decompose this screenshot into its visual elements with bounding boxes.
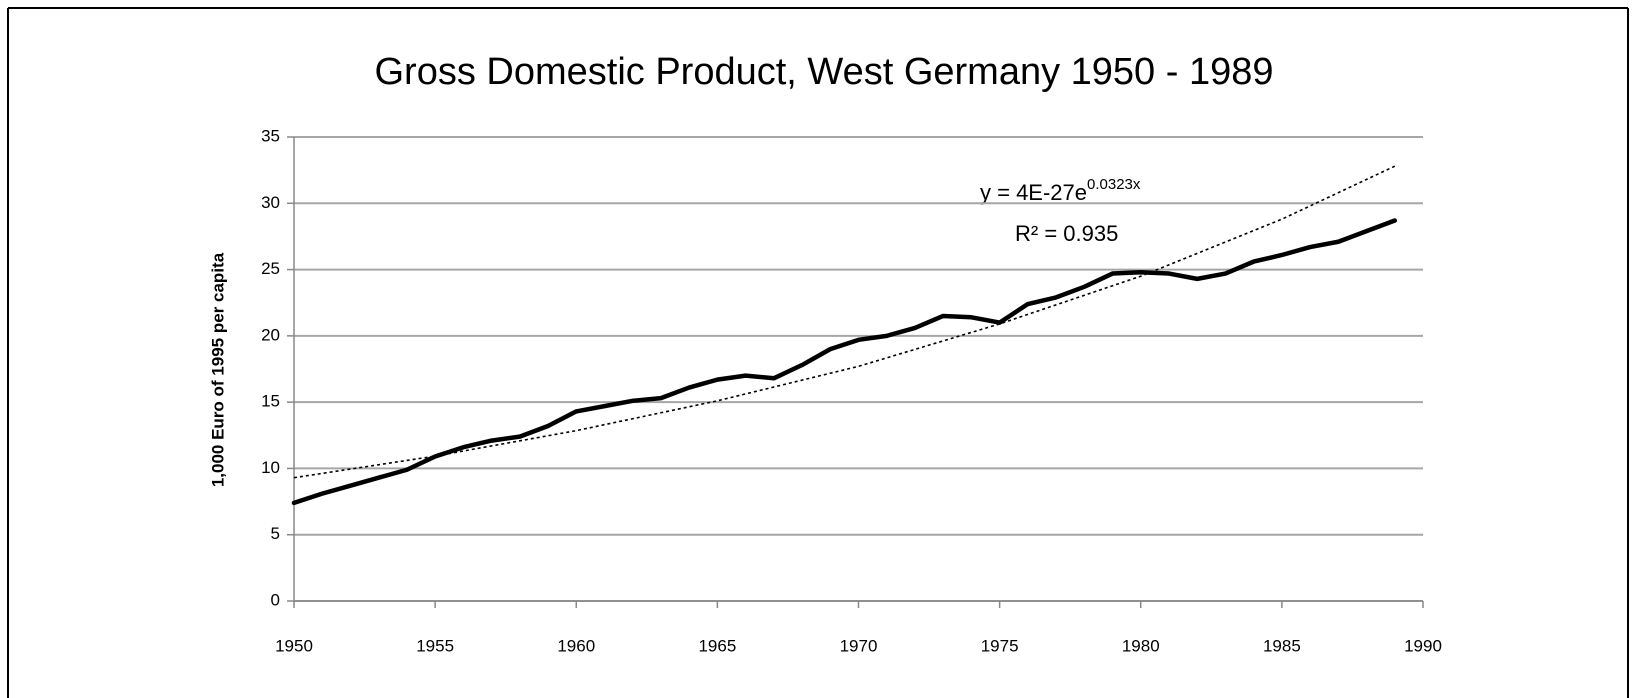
equation-exponent: 0.0323x [1087,176,1141,193]
x-tick-label: 1965 [698,636,736,655]
x-tick-label: 1975 [981,636,1019,655]
equation: y = 4E-27e [980,180,1087,205]
chart-title: Gross Domestic Product, West Germany 195… [375,51,1274,93]
y-tick-label: 25 [261,259,280,278]
x-tick-label: 1985 [1263,636,1301,655]
x-tick-label: 1960 [557,636,595,655]
y-tick-label: 30 [261,193,280,212]
r-squared: R² = 0.935 [1015,221,1118,246]
data-line [291,218,1398,506]
trendline [293,165,1396,479]
x-tick-label: 1990 [1404,636,1442,655]
y-axis-label: 1,000 Euro of 1995 per capita [208,252,227,487]
x-tick-label: 1950 [275,636,313,655]
trend-equation: y = 4E-27e0.0323x [980,176,1141,205]
x-tick-label: 1955 [416,636,454,655]
x-tick-label: 1980 [1122,636,1160,655]
y-tick-label: 10 [261,458,280,477]
y-tick-label: 20 [261,325,280,344]
y-tick-label: 0 [271,590,280,609]
y-tick-label: 5 [271,524,280,543]
y-tick-label: 15 [261,392,280,411]
x-tick-label: 1970 [840,636,878,655]
y-tick-label: 35 [261,126,280,145]
